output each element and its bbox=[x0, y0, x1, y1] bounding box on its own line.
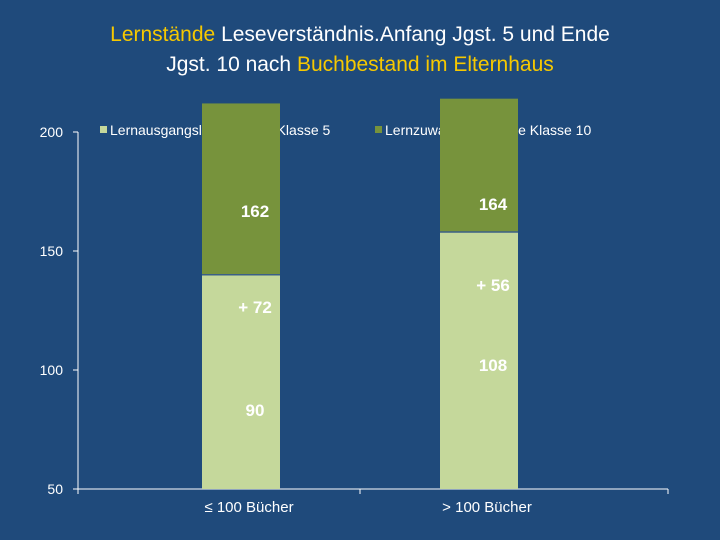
bar-segment bbox=[202, 274, 280, 489]
bar-segment bbox=[440, 231, 518, 489]
title-highlight-2: Buchbestand im Elternhaus bbox=[296, 53, 554, 76]
title-text-1: Leseverständnis.Anfang Jgst. 5 und Ende bbox=[215, 23, 610, 46]
x-tick-label: ≤ 100 Bücher bbox=[204, 499, 293, 516]
data-label-total: 164 bbox=[479, 195, 508, 214]
legend-swatch bbox=[375, 126, 382, 133]
title-text-2: Jgst. 10 nach bbox=[166, 53, 297, 76]
chart-title: Lernstände Leseverständnis.Anfang Jgst. … bbox=[20, 20, 700, 80]
data-label-gain: + 72 bbox=[238, 298, 272, 317]
data-label-start: 90 bbox=[246, 401, 265, 420]
bar-segment bbox=[202, 103, 280, 275]
data-label-total: 162 bbox=[241, 202, 269, 221]
y-tick-label: 200 bbox=[40, 124, 64, 140]
y-tick-label: 50 bbox=[47, 481, 63, 497]
y-tick-label: 100 bbox=[40, 362, 64, 378]
x-tick-label: > 100 Bücher bbox=[442, 499, 532, 516]
bar-segment bbox=[440, 98, 518, 232]
title-highlight-1: Lernstände bbox=[110, 23, 216, 46]
data-label-gain: + 56 bbox=[476, 276, 510, 295]
legend-swatch bbox=[100, 126, 107, 133]
data-label-start: 108 bbox=[479, 356, 507, 375]
y-tick-label: 150 bbox=[40, 243, 64, 259]
